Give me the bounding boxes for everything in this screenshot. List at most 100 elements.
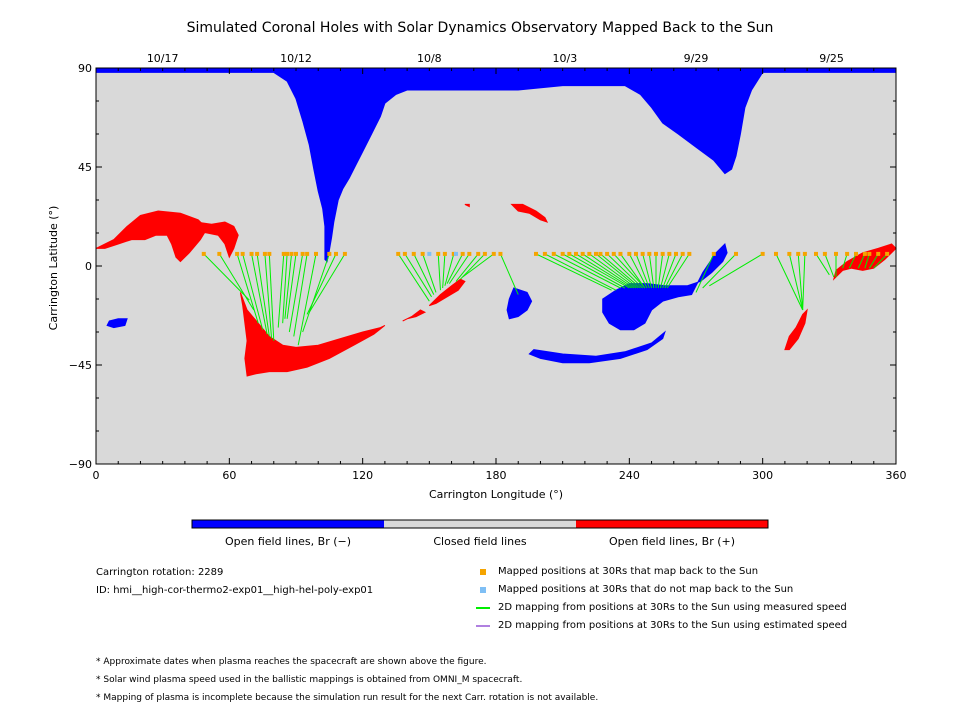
mapped-point	[300, 251, 305, 256]
mapping-line-measured	[709, 253, 763, 287]
mapped-point	[618, 251, 623, 256]
mapping-line-measured	[437, 253, 441, 291]
mapped-point	[647, 251, 652, 256]
mapped-point	[845, 251, 850, 256]
mapping-line-measured	[797, 253, 804, 311]
mapped-point	[774, 251, 778, 256]
mapped-point	[262, 251, 267, 256]
mapping-line-measured	[218, 253, 255, 311]
mapped-point	[640, 251, 645, 256]
mapping-line-measured	[308, 253, 346, 313]
mapping-line-measured	[404, 253, 432, 298]
mapping-line-measured	[442, 253, 446, 289]
mapping-line-measured	[397, 253, 430, 302]
y-tick-label: −45	[69, 359, 92, 372]
mapped-point	[235, 251, 240, 256]
mapped-point	[560, 251, 565, 256]
date-label: 9/29	[684, 52, 709, 65]
x-tick-label: 120	[352, 469, 373, 482]
colorbar-frame	[191, 519, 769, 529]
mapping-line-measured	[499, 253, 519, 295]
mapping-line-measured	[775, 253, 804, 311]
mapped-point	[634, 251, 638, 256]
mapping-line-measured	[666, 253, 690, 289]
mapping-line-measured	[613, 253, 646, 289]
mapped-point	[802, 251, 807, 256]
mapping-line-measured	[657, 253, 664, 289]
mapped-point	[862, 251, 867, 256]
mapped-point	[396, 251, 401, 256]
mapped-point	[534, 251, 538, 256]
x-tick-label: 240	[619, 469, 640, 482]
mapping-line-measured	[444, 253, 455, 286]
open-field-positive-region	[95, 210, 208, 263]
mapped-point	[787, 251, 792, 256]
mapping-line-measured	[664, 253, 684, 289]
open-field-positive-region	[428, 278, 466, 307]
mapped-point	[294, 251, 298, 256]
colorbar-segment	[192, 520, 384, 528]
mapped-point	[476, 251, 481, 256]
mapping-line-measured	[236, 253, 259, 324]
mapped-point	[660, 251, 665, 256]
simulation-id: ID: hmi__high-cor-thermo2-exp01__high-he…	[96, 585, 374, 596]
x-tick-label: 60	[222, 469, 236, 482]
legend-estimated-label: 2D mapping from positions at 30Rs to the…	[498, 620, 848, 631]
mapped-point	[885, 251, 890, 256]
y-tick-label: 0	[85, 260, 92, 273]
mapped-point	[687, 251, 692, 256]
legend-not-mapped-label: Mapped positions at 30Rs that do not map…	[498, 584, 794, 595]
note-speed: * Solar wind plasma speed used in the ba…	[96, 675, 523, 685]
mapped-point	[598, 251, 603, 256]
mapped-point	[411, 251, 416, 256]
y-tick-label: −90	[69, 458, 92, 471]
mapping-line-measured	[589, 253, 637, 289]
x-tick-label: 180	[486, 469, 507, 482]
y-axis-label: Carrington Latitude (°)	[47, 206, 60, 331]
mapping-line-measured	[702, 253, 737, 289]
mapped-point	[834, 251, 838, 256]
mapped-point	[594, 251, 598, 256]
colorbar-label: Closed field lines	[433, 535, 527, 548]
mapping-line-measured	[848, 253, 857, 269]
mapped-point	[442, 251, 447, 256]
mapped-point	[436, 251, 441, 256]
mapping-line-measured	[595, 253, 639, 289]
mapping-line-measured	[562, 253, 626, 289]
mapping-line-measured	[284, 253, 293, 319]
mapped-point	[876, 251, 881, 256]
mapping-line-measured	[256, 253, 270, 337]
mapped-point	[467, 251, 472, 256]
mapping-line-measured	[462, 253, 495, 278]
mapping-line-measured	[251, 253, 268, 335]
mapping-line-measured	[448, 253, 470, 284]
mapping-line-measured	[582, 253, 635, 289]
mapping-line-measured	[268, 253, 275, 341]
open-field-positive-region	[402, 309, 427, 322]
mapped-point	[482, 251, 487, 256]
mapped-point	[314, 251, 318, 256]
y-tick-label: 45	[78, 161, 92, 174]
mapped-point	[281, 251, 286, 256]
open-field-positive-region	[784, 308, 808, 351]
mapping-line-measured	[535, 253, 612, 291]
mapping-line-measured	[642, 253, 653, 289]
mapped-point	[854, 251, 858, 256]
mapped-point	[814, 251, 818, 256]
legend-measured-label: 2D mapping from positions at 30Rs to the…	[498, 602, 847, 613]
legend-measured-line	[476, 607, 490, 609]
date-label: 10/8	[417, 52, 442, 65]
mapped-point	[711, 251, 716, 256]
x-axis-label: Carrington Longitude (°)	[429, 488, 563, 501]
date-label: 10/17	[147, 52, 179, 65]
mapping-line-measured	[635, 253, 650, 289]
mapped-point	[498, 251, 503, 256]
mapping-line-measured	[628, 253, 648, 289]
mapped-point	[327, 251, 332, 256]
mapped-point	[674, 251, 678, 256]
legend-not-mapped-marker	[480, 587, 486, 593]
mapping-line-measured	[293, 253, 308, 337]
open-field-positive-region	[510, 203, 549, 223]
mapping-line-measured	[648, 253, 655, 289]
